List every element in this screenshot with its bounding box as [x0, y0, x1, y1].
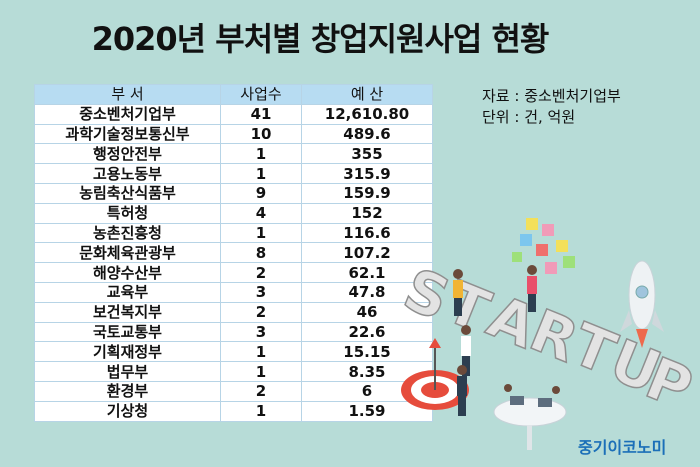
department-cell: 기상청	[34, 400, 221, 422]
page-title: 2020년 부처별 창업지원사업 현황	[91, 20, 550, 58]
department-cell: 환경부	[34, 380, 221, 402]
table-row: 농림축산식품부 9 159.9	[34, 182, 433, 204]
count-cell: 9	[220, 182, 302, 204]
table-row: 환경부 2 6	[34, 380, 433, 402]
table-row: 고용노동부 1 315.9	[34, 163, 433, 184]
count-cell: 10	[220, 123, 302, 145]
header-budget: 예 산	[301, 84, 433, 105]
table-row: 국토교통부 3 22.6	[34, 321, 433, 343]
count-cell: 2	[220, 380, 302, 402]
budget-cell: 355	[301, 143, 433, 165]
count-cell: 3	[220, 321, 302, 343]
header-department: 부 서	[34, 84, 221, 105]
budget-table: 부 서 사업수 예 산 중소벤처기업부 41 12,610.80 과학기술정보통신부 1…	[34, 84, 433, 422]
department-cell: 교육부	[34, 281, 221, 303]
unit-label: 단위 : 건, 억원	[482, 108, 576, 126]
table-row: 교육부 3 47.8	[34, 281, 433, 303]
source-label: 자료 : 중소벤처기업부	[482, 87, 621, 105]
table-row: 해양수산부 2 62.1	[34, 262, 433, 283]
budget-cell: 62.1	[301, 262, 433, 283]
department-cell: 행정안전부	[34, 143, 221, 165]
table-row: 농촌진흥청 1 116.6	[34, 222, 433, 244]
target-icon	[401, 338, 469, 410]
department-cell: 기획재정부	[34, 341, 221, 363]
table-row: 기상청 1 1.59	[34, 400, 433, 422]
budget-cell: 1.59	[301, 400, 433, 422]
department-cell: 특허청	[34, 202, 221, 224]
brand-logo: 중기이코노미	[578, 438, 667, 457]
department-cell: 농림축산식품부	[34, 182, 221, 204]
count-cell: 1	[220, 341, 302, 363]
table-row: 과학기술정보통신부 10 489.6	[34, 123, 433, 145]
budget-cell: 489.6	[301, 123, 433, 145]
desk-illustration	[493, 384, 567, 450]
table-row: 특허청 4 152	[34, 202, 433, 224]
count-cell: 1	[220, 163, 302, 184]
table-row: 법무부 1 8.35	[34, 361, 433, 382]
count-cell: 4	[220, 202, 302, 224]
table-row: 기획재정부 1 15.15	[34, 341, 433, 363]
count-cell: 8	[220, 242, 302, 264]
count-cell: 1	[220, 361, 302, 382]
budget-cell: 315.9	[301, 163, 433, 184]
header-count: 사업수	[220, 84, 302, 105]
people-illustration	[453, 265, 537, 416]
department-cell: 법무부	[34, 361, 221, 382]
count-cell: 41	[220, 103, 302, 125]
budget-cell: 15.15	[301, 341, 433, 363]
sticky-notes-decoration	[512, 218, 575, 274]
budget-cell: 12,610.80	[301, 103, 433, 125]
department-cell: 중소벤처기업부	[34, 103, 221, 125]
department-cell: 해양수산부	[34, 262, 221, 283]
source-note: 자료 : 중소벤처기업부 단위 : 건, 억원	[482, 86, 621, 128]
rocket-icon	[620, 260, 664, 348]
count-cell: 3	[220, 281, 302, 303]
count-cell: 1	[220, 143, 302, 165]
department-cell: 문화체육관광부	[34, 242, 221, 264]
count-cell: 1	[220, 400, 302, 422]
table-row: 문화체육관광부 8 107.2	[34, 242, 433, 264]
department-cell: 보건복지부	[34, 301, 221, 323]
table-header-row: 부 서 사업수 예 산	[34, 84, 433, 105]
count-cell: 1	[220, 222, 302, 244]
table-row: 보건복지부 2 46	[34, 301, 433, 323]
table-row: 행정안전부 1 355	[34, 143, 433, 165]
table-row: 중소벤처기업부 41 12,610.80	[34, 103, 433, 125]
count-cell: 2	[220, 262, 302, 283]
count-cell: 2	[220, 301, 302, 323]
department-cell: 고용노동부	[34, 163, 221, 184]
department-cell: 농촌진흥청	[34, 222, 221, 244]
department-cell: 국토교통부	[34, 321, 221, 343]
department-cell: 과학기술정보통신부	[34, 123, 221, 145]
